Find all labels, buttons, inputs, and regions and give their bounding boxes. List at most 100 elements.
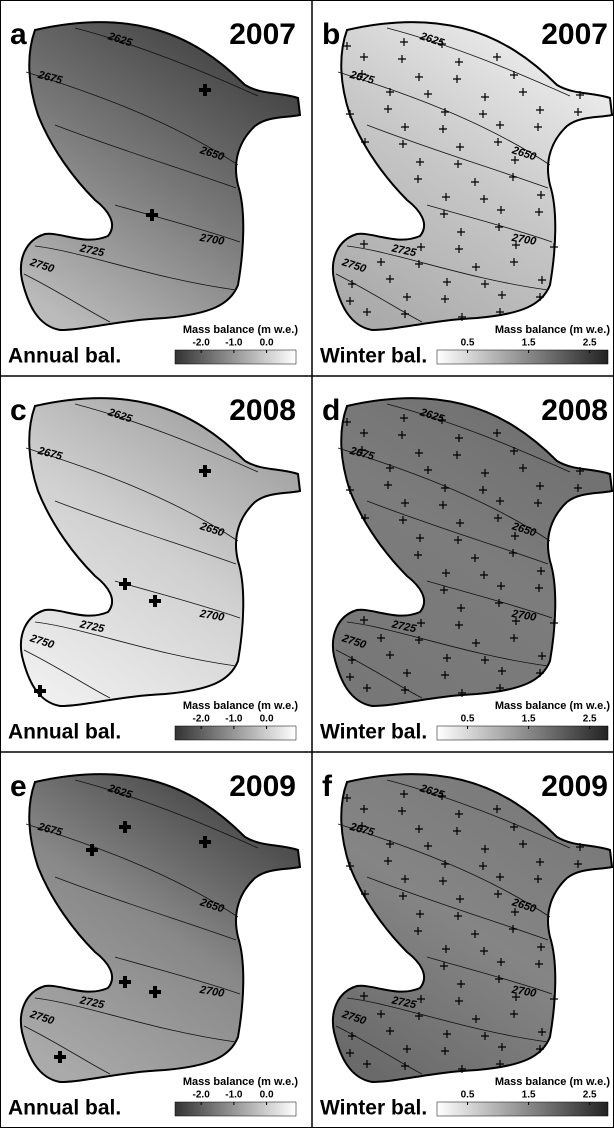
stake bbox=[498, 667, 506, 675]
contour-line bbox=[426, 956, 553, 995]
stake bbox=[458, 313, 466, 321]
stake bbox=[441, 1047, 449, 1055]
stake bbox=[550, 995, 558, 1003]
stake bbox=[415, 73, 423, 81]
stake bbox=[343, 418, 351, 426]
stake bbox=[454, 160, 462, 168]
stake bbox=[346, 297, 354, 305]
stake bbox=[576, 91, 584, 99]
stake bbox=[576, 467, 584, 475]
contour-label: 2725 bbox=[390, 618, 418, 635]
stake bbox=[343, 794, 351, 802]
colorbar-tick-label: 0.5 bbox=[461, 338, 475, 349]
stake bbox=[54, 1051, 66, 1063]
contour-label: 2700 bbox=[510, 232, 538, 248]
contour-line bbox=[34, 245, 237, 291]
stake bbox=[415, 825, 423, 833]
stake bbox=[481, 656, 489, 664]
stake bbox=[496, 873, 504, 881]
stake bbox=[472, 263, 480, 271]
stake bbox=[458, 1065, 466, 1073]
panel: 262526752650270027252750b2007Winter bal.… bbox=[320, 18, 614, 368]
stake bbox=[363, 1060, 371, 1068]
stake bbox=[424, 842, 432, 850]
stake bbox=[416, 534, 424, 542]
contour-line bbox=[386, 27, 571, 97]
colorbar bbox=[174, 1101, 297, 1117]
contour-line bbox=[337, 71, 551, 166]
stake bbox=[440, 210, 448, 218]
contour-label: 2725 bbox=[78, 994, 106, 1011]
stake bbox=[119, 578, 131, 590]
panel-year: 2009 bbox=[541, 770, 608, 803]
stake bbox=[415, 1012, 423, 1020]
stake bbox=[534, 499, 542, 507]
balance-type: Annual bal. bbox=[8, 721, 121, 744]
stake bbox=[377, 1010, 385, 1018]
stake bbox=[479, 110, 487, 118]
stake bbox=[361, 138, 369, 146]
stake bbox=[456, 143, 464, 151]
stake bbox=[497, 958, 505, 966]
stake bbox=[401, 123, 409, 131]
stake bbox=[510, 447, 518, 455]
contour-line bbox=[426, 204, 553, 243]
stake bbox=[361, 890, 369, 898]
stake bbox=[455, 434, 463, 442]
stake bbox=[534, 875, 542, 883]
stake bbox=[363, 684, 371, 692]
glacier bbox=[332, 397, 614, 708]
stake bbox=[438, 416, 446, 424]
stake bbox=[441, 484, 449, 492]
stake bbox=[494, 890, 502, 898]
contour-line bbox=[34, 997, 237, 1043]
contour-line bbox=[366, 500, 549, 565]
colorbar bbox=[174, 725, 297, 741]
colorbar-tick-label: 1.5 bbox=[522, 714, 536, 725]
balance-type: Annual bal. bbox=[8, 1097, 121, 1120]
colorbar-tick-label: 1.5 bbox=[522, 1090, 536, 1101]
stake bbox=[536, 669, 544, 677]
stake bbox=[510, 1010, 518, 1018]
contour-line bbox=[23, 273, 111, 323]
stake bbox=[398, 807, 406, 815]
colorbar-tick-label: 0.0 bbox=[260, 338, 274, 349]
stake bbox=[386, 275, 394, 283]
stake bbox=[471, 178, 479, 186]
contour-line bbox=[114, 956, 241, 995]
stake bbox=[512, 617, 520, 625]
stake bbox=[377, 258, 385, 266]
stake bbox=[472, 1015, 480, 1023]
stake bbox=[146, 209, 158, 221]
stake bbox=[453, 75, 461, 83]
stake bbox=[384, 105, 392, 113]
stake bbox=[455, 621, 463, 629]
stake bbox=[510, 258, 518, 266]
panel-year: 2008 bbox=[541, 394, 608, 427]
stake bbox=[149, 986, 161, 998]
stake bbox=[343, 42, 351, 50]
stake bbox=[455, 58, 463, 66]
stake bbox=[417, 243, 425, 251]
stake bbox=[538, 652, 546, 660]
stake bbox=[494, 138, 502, 146]
colorbar bbox=[174, 349, 297, 365]
stake bbox=[511, 532, 519, 540]
stake bbox=[495, 599, 503, 607]
stake bbox=[497, 582, 505, 590]
stake bbox=[454, 536, 462, 544]
colorbar-tick-label: -2.0 bbox=[193, 1090, 211, 1101]
contour-line bbox=[34, 621, 237, 667]
stake bbox=[496, 121, 504, 129]
contour-line bbox=[114, 204, 241, 243]
colorbar-title: Mass balance (m w.e.) bbox=[183, 324, 298, 336]
stake bbox=[481, 469, 489, 477]
panel: 262526752650270027252750d2008Winter bal.… bbox=[320, 394, 614, 744]
stake bbox=[511, 156, 519, 164]
stake bbox=[458, 689, 466, 697]
balance-type: Annual bal. bbox=[8, 345, 121, 368]
stake bbox=[398, 431, 406, 439]
contour-line bbox=[54, 124, 237, 189]
